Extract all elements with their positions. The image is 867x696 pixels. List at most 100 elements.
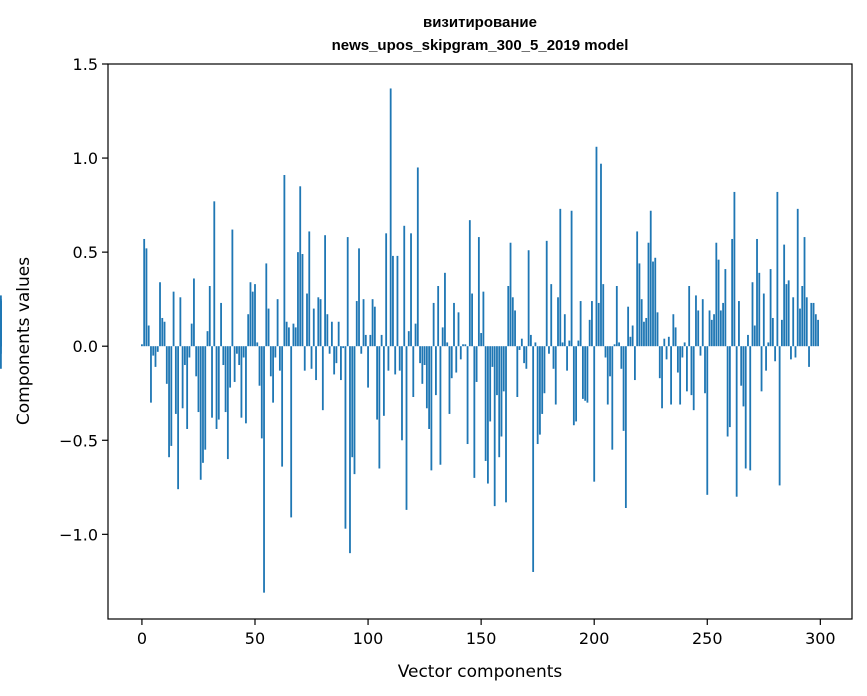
- bar-29: [206, 331, 209, 347]
- bar-135: [446, 342, 449, 347]
- bar-40: [231, 229, 234, 347]
- bar-244: [692, 346, 695, 411]
- bar-176: [539, 346, 541, 435]
- bar-22: [190, 323, 193, 347]
- bar-15: [174, 346, 177, 414]
- bar-201: [595, 146, 598, 347]
- bar-126: [425, 346, 428, 409]
- bar-101: [369, 334, 372, 347]
- bar-199: [591, 301, 593, 347]
- bar-177: [541, 346, 544, 414]
- bar-86: [335, 346, 338, 364]
- bar-187: [563, 314, 566, 347]
- bar-165: [514, 310, 516, 347]
- bar-183: [554, 346, 557, 405]
- bar-52: [258, 346, 261, 386]
- bar-17: [179, 297, 182, 347]
- bar-78: [317, 297, 320, 347]
- bar-270: [751, 282, 754, 347]
- bar-77: [315, 346, 317, 381]
- bar-260: [728, 346, 731, 428]
- bar-272: [756, 238, 758, 347]
- bar-85: [333, 346, 336, 375]
- bar-140: [457, 312, 460, 347]
- bar-48: [249, 282, 252, 347]
- bar-71: [301, 254, 304, 347]
- bar-148: [475, 346, 478, 382]
- bar-62: [281, 346, 284, 467]
- bar-163: [509, 242, 512, 347]
- bar-139: [455, 346, 458, 373]
- bar-250: [706, 346, 709, 495]
- bar-21: [188, 346, 191, 358]
- bar-157: [496, 346, 498, 396]
- bar-160: [502, 346, 505, 392]
- y-axis-label: Components values: [14, 257, 34, 425]
- bar-series: [0, 88, 819, 593]
- bar-198: [588, 319, 591, 347]
- bar-66: [290, 346, 293, 518]
- bar-45: [242, 346, 245, 358]
- bar-293: [803, 237, 806, 347]
- bar-55: [265, 263, 268, 347]
- bar-282: [778, 346, 781, 486]
- bar-214: [624, 346, 627, 508]
- bar-200: [593, 346, 596, 482]
- bar-245: [695, 295, 697, 347]
- bar-267: [744, 346, 747, 469]
- bar-153: [487, 346, 489, 484]
- bar-47: [247, 314, 250, 347]
- bar-248: [701, 299, 704, 347]
- bar-204: [602, 284, 605, 347]
- bar-125: [423, 346, 426, 366]
- bar-118: [407, 331, 410, 347]
- bar-59: [274, 346, 277, 358]
- bar-57: [269, 346, 272, 377]
- bar-81: [324, 235, 326, 347]
- bar-238: [679, 346, 682, 405]
- bar-178: [543, 346, 546, 394]
- bar-190: [570, 210, 573, 347]
- bar-121: [414, 323, 417, 347]
- bar-151: [482, 291, 485, 347]
- bar-246: [697, 310, 700, 347]
- bar-67: [292, 323, 295, 347]
- bar-179: [545, 240, 548, 347]
- bar-227: [654, 257, 657, 347]
- bar-234: [670, 346, 672, 405]
- bar-3: [147, 325, 150, 347]
- bar-241: [686, 346, 688, 392]
- bar-210: [615, 286, 618, 347]
- bar-50: [254, 284, 256, 347]
- x-axis-label: Vector components: [398, 662, 563, 682]
- bar-236: [674, 327, 677, 347]
- bar-82: [326, 314, 329, 347]
- bar-164: [511, 297, 514, 347]
- bar-203: [600, 163, 602, 347]
- bar-222: [643, 321, 645, 347]
- bar-185: [559, 208, 562, 347]
- bar-146: [471, 293, 473, 347]
- bar-131: [437, 286, 440, 347]
- bar-273: [758, 272, 761, 347]
- bar-240: [683, 342, 686, 347]
- bar-277: [767, 342, 770, 347]
- chart-subtitle: news_upos_skipgram_300_5_2019 model: [332, 37, 629, 54]
- bar-207: [609, 346, 611, 377]
- bar-193: [577, 340, 580, 347]
- bar-174: [534, 342, 537, 347]
- bar-218: [634, 346, 636, 381]
- bar-32: [213, 201, 216, 347]
- bar-252: [710, 319, 713, 347]
- bar-258: [724, 269, 727, 347]
- bar-113: [396, 255, 399, 347]
- bar-162: [507, 286, 510, 347]
- bar-155: [491, 346, 494, 367]
- bar-94: [353, 346, 356, 475]
- bar-79: [319, 299, 322, 347]
- bar-154: [489, 346, 492, 422]
- bar-213: [622, 346, 625, 431]
- x-tick-label: 250: [692, 629, 723, 648]
- bar-36: [222, 346, 225, 366]
- bar-288: [792, 297, 795, 347]
